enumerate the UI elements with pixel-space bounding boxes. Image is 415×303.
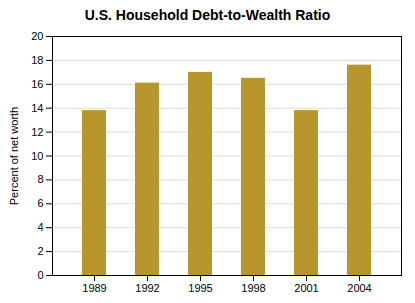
html-text:U.S. Household Debt-to-Wealth: U.S. Household Debt-to-Wealth Ratio (84, 7, 331, 23)
svg-text:6: 6 (37, 197, 43, 209)
svg-text:18: 18 (31, 54, 43, 66)
svg-text:1995: 1995 (188, 282, 212, 294)
svg-text:16: 16 (31, 78, 43, 90)
svg-text:4: 4 (37, 221, 43, 233)
svg-text:Percent of net worth: Percent of net worth (8, 107, 20, 205)
svg-text:12: 12 (31, 126, 43, 138)
svg-text:14: 14 (31, 102, 43, 114)
svg-text:1998: 1998 (241, 282, 265, 294)
svg-text:0: 0 (37, 269, 43, 281)
svg-text:2001: 2001 (294, 282, 318, 294)
svg-text:2: 2 (37, 245, 43, 257)
svg-text:1989: 1989 (82, 282, 106, 294)
svg-text:10: 10 (31, 150, 43, 162)
svg-text:2004: 2004 (347, 282, 371, 294)
svg-text:1992: 1992 (135, 282, 159, 294)
svg-text:8: 8 (37, 173, 43, 185)
svg-text:20: 20 (31, 30, 43, 42)
